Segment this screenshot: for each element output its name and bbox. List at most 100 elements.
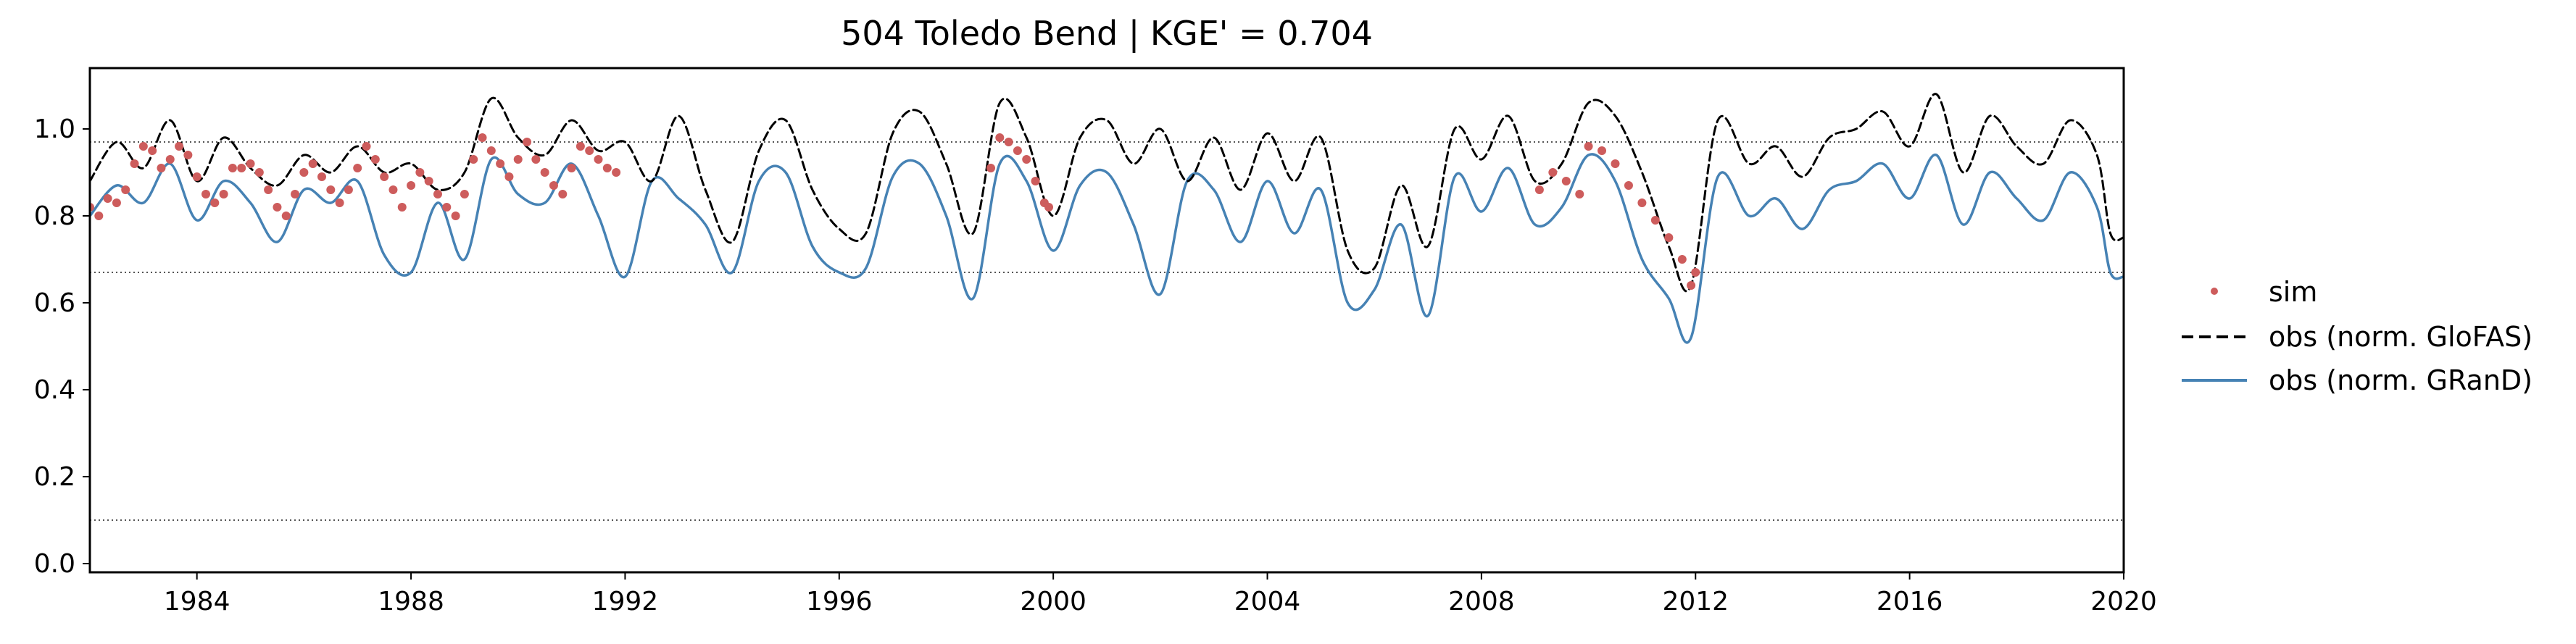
sim-point-43: [469, 155, 478, 164]
chart-title: 504 Toledo Bend | KGE' = 0.704: [841, 14, 1373, 54]
sim-point-65: [1031, 177, 1040, 185]
sim-point-13: [201, 190, 210, 198]
y-tick-label-5: 1.0: [34, 114, 75, 144]
sim-point-42: [460, 190, 469, 198]
x-tick-label-7: 2012: [1662, 587, 1729, 616]
x-tick-label-1: 1988: [378, 587, 444, 616]
y-tick-label-4: 0.8: [34, 201, 75, 231]
sim-point-17: [237, 164, 246, 172]
sim-point-80: [1687, 281, 1696, 290]
reference-lines: [90, 141, 2124, 521]
x-tick-label-3: 1996: [806, 587, 873, 616]
sim-point-28: [335, 198, 344, 207]
sim-point-76: [1637, 198, 1647, 207]
sim-point-71: [1575, 190, 1584, 198]
sim-point-64: [1022, 155, 1031, 164]
sim-point-34: [389, 185, 398, 194]
sim-point-12: [192, 172, 201, 181]
sim-point-1: [94, 212, 104, 220]
sim-point-37: [415, 168, 425, 177]
sim-point-38: [424, 177, 433, 185]
sim-point-25: [308, 159, 317, 168]
sim-point-72: [1584, 142, 1593, 151]
sim-point-55: [576, 142, 585, 151]
series-line-obs-grand: [90, 153, 2124, 344]
plot-frame: [88, 67, 2125, 574]
sim-point-75: [1624, 181, 1633, 190]
sim-point-4: [121, 185, 130, 194]
sim-point-29: [344, 185, 353, 194]
sim-point-6: [138, 142, 148, 151]
sim-point-73: [1597, 146, 1607, 155]
sim-point-32: [370, 155, 380, 164]
sim-point-35: [397, 203, 407, 212]
legend: sim obs (norm. GloFAS) obs (norm. GRanD): [2182, 276, 2533, 396]
sim-point-53: [558, 190, 568, 198]
sim-point-70: [1561, 177, 1571, 185]
sim-point-39: [433, 190, 442, 198]
sim-point-52: [549, 181, 558, 190]
x-tick-label-5: 2004: [1234, 587, 1301, 616]
sim-point-24: [299, 168, 309, 177]
sim-point-60: [986, 164, 996, 172]
sim-point-26: [317, 172, 326, 181]
sim-point-5: [130, 159, 139, 168]
sim-point-31: [362, 142, 371, 151]
y-axis: 0.0 0.2 0.4 0.6 0.8 1.0: [34, 114, 90, 579]
sim-point-2: [103, 194, 112, 203]
sim-point-61: [995, 133, 1005, 142]
x-tick-label-0: 1984: [164, 587, 230, 616]
x-tick-label-6: 2008: [1448, 587, 1515, 616]
sim-point-41: [451, 212, 460, 220]
sim-point-22: [281, 212, 291, 220]
sim-point-36: [407, 181, 416, 190]
sim-point-40: [442, 203, 452, 212]
y-tick-label-0: 0.0: [34, 549, 75, 579]
legend-label-glofas: obs (norm. GloFAS): [2269, 321, 2533, 353]
sim-point-18: [246, 159, 255, 168]
sim-point-79: [1677, 255, 1687, 264]
sim-point-30: [353, 164, 362, 172]
sim-point-78: [1664, 233, 1674, 242]
legend-marker-sim: [2211, 288, 2218, 295]
sim-point-68: [1534, 185, 1544, 194]
y-tick-label-1: 0.2: [34, 462, 75, 492]
sim-point-74: [1611, 159, 1620, 168]
sim-point-45: [486, 146, 496, 155]
sim-point-59: [612, 168, 621, 177]
sim-point-47: [504, 172, 514, 181]
sim-point-3: [112, 198, 121, 207]
sim-point-50: [531, 155, 541, 164]
sim-point-23: [291, 190, 300, 198]
sim-point-9: [165, 155, 175, 164]
sim-point-16: [228, 164, 237, 172]
x-axis: 1984 1988 1992 1996 2000 2004 2008 2012 2016 2020: [164, 572, 2157, 616]
x-tick-label-4: 2000: [1020, 587, 1087, 616]
sim-point-27: [326, 185, 336, 194]
sim-point-8: [157, 164, 166, 172]
x-tick-label-9: 2020: [2090, 587, 2157, 616]
sim-point-49: [523, 138, 532, 146]
legend-label-grand: obs (norm. GRanD): [2269, 364, 2533, 396]
sim-point-81: [1691, 268, 1700, 277]
sim-point-51: [540, 168, 549, 177]
sim-point-44: [478, 133, 487, 142]
sim-point-15: [219, 190, 228, 198]
y-tick-label-2: 0.4: [34, 375, 75, 405]
sim-point-21: [273, 203, 282, 212]
sim-point-57: [594, 155, 603, 164]
sim-point-62: [1004, 138, 1013, 146]
sim-point-20: [264, 185, 273, 194]
sim-point-56: [585, 146, 594, 155]
sim-point-54: [567, 164, 576, 172]
sim-point-11: [183, 151, 193, 159]
sim-point-48: [513, 155, 523, 164]
sim-point-19: [254, 168, 264, 177]
sim-point-67: [1044, 203, 1054, 212]
sim-point-58: [602, 164, 612, 172]
sim-point-77: [1650, 216, 1660, 225]
sim-point-14: [210, 198, 220, 207]
y-tick-label-3: 0.6: [34, 288, 75, 318]
